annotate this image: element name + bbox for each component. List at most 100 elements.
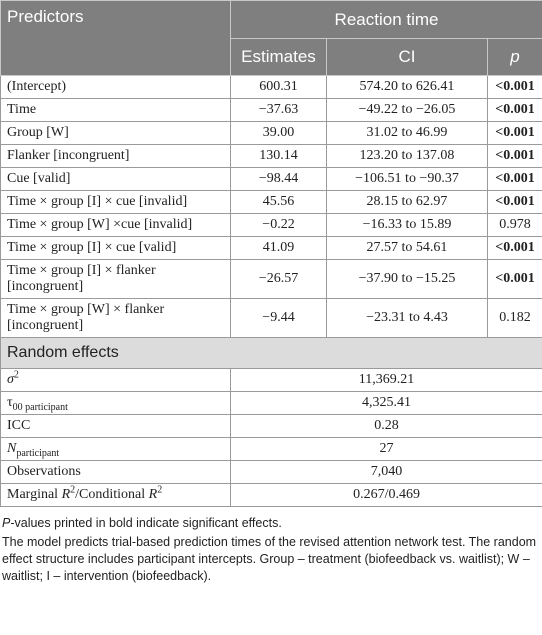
note: The model predicts trial-based predictio… xyxy=(2,534,540,585)
estimate-cell: 41.09 xyxy=(230,236,327,260)
table-row: Cue [valid] −98.44 −106.51 to −90.37 <0.001 xyxy=(0,167,542,191)
predictor-cell: Flanker [incongruent] xyxy=(0,144,231,168)
ci-cell: −23.31 to 4.43 xyxy=(326,298,488,338)
section-row: Random effects xyxy=(0,337,542,369)
text-segment: 2 xyxy=(70,484,76,496)
label-cell: Marginal R2/Conditional R2 xyxy=(0,483,231,507)
value-cell: 27 xyxy=(229,437,542,461)
value-cell: 7,040 xyxy=(229,460,542,484)
estimate-cell: 39.00 xyxy=(230,121,327,145)
p-cell: <0.001 xyxy=(486,167,542,191)
predictor-cell: Cue [valid] xyxy=(0,167,231,191)
p-cell: <0.001 xyxy=(486,121,542,145)
predictor-cell: Time × group [I] × cue [valid] xyxy=(0,236,231,260)
header-cell: p xyxy=(486,38,542,76)
p-cell: 0.978 xyxy=(486,213,542,237)
table-row: Time −37.63 −49.22 to −26.05 <0.001 xyxy=(0,98,542,122)
estimate-cell: −9.44 xyxy=(230,298,327,338)
text-segment: P xyxy=(2,516,11,530)
ci-cell: −16.33 to 15.89 xyxy=(326,213,488,237)
ci-cell: 123.20 to 137.08 xyxy=(326,144,488,168)
table-row: Time × group [W] × flanker [incongruent]… xyxy=(0,298,542,338)
text-segment: R xyxy=(61,487,71,502)
value-cell: 4,325.41 xyxy=(229,391,542,415)
section-title: Random effects xyxy=(0,337,542,369)
notes: P-values printed in bold indicate signif… xyxy=(0,507,542,585)
ci-cell: 31.02 to 46.99 xyxy=(326,121,488,145)
text-segment: 2 xyxy=(157,484,163,496)
header-cell: CI xyxy=(326,38,488,76)
text-segment: 2 xyxy=(13,369,19,381)
text-segment: N xyxy=(7,441,17,456)
table-row: τ00 participant 4,325.41 xyxy=(0,391,542,415)
text-segment: /Conditional xyxy=(75,487,149,502)
table-row: Marginal R2/Conditional R2 0.267/0.469 xyxy=(0,483,542,507)
table-row: Flanker [incongruent] 130.14 123.20 to 137… xyxy=(0,144,542,168)
p-cell: 0.182 xyxy=(486,298,542,338)
ci-cell: −49.22 to −26.05 xyxy=(326,98,488,122)
label-cell: τ00 participant xyxy=(0,391,231,415)
table-row: Group [W] 39.00 31.02 to 46.99 <0.001 xyxy=(0,121,542,145)
text-segment: R xyxy=(148,487,158,502)
table-row: Observations 7,040 xyxy=(0,460,542,484)
predictor-cell: Time × group [I] × cue [invalid] xyxy=(0,190,231,214)
text-segment: Estimates xyxy=(241,47,316,66)
value-cell: 0.267/0.469 xyxy=(229,483,542,507)
p-cell: <0.001 xyxy=(486,98,542,122)
p-cell: <0.001 xyxy=(486,190,542,214)
ci-cell: 574.20 to 626.41 xyxy=(326,75,488,99)
header-cell: Estimates xyxy=(230,38,327,76)
estimate-cell: −37.63 xyxy=(230,98,327,122)
predictor-cell: Time × group [W] ×cue [invalid] xyxy=(0,213,231,237)
label-cell: σ2 xyxy=(0,368,231,392)
label-cell: ICC xyxy=(0,414,231,438)
estimate-cell: 45.56 xyxy=(230,190,327,214)
text-segment: Observations xyxy=(7,464,81,479)
ci-cell: 27.57 to 54.61 xyxy=(326,236,488,260)
table-row: Time × group [I] × flanker [incongruent]… xyxy=(0,259,542,299)
results-table: Predictors Reaction time Estimates CI p (I… xyxy=(0,0,542,507)
predictor-cell: Time xyxy=(0,98,231,122)
text-segment: Marginal xyxy=(7,487,62,502)
ci-cell: −106.51 to −90.37 xyxy=(326,167,488,191)
p-cell: <0.001 xyxy=(486,259,542,299)
text-segment: σ xyxy=(7,372,14,387)
estimate-cell: 130.14 xyxy=(230,144,327,168)
predictor-cell: (Intercept) xyxy=(0,75,231,99)
text-segment: The model predicts trial-based predictio… xyxy=(2,535,537,583)
label-cell: Nparticipant xyxy=(0,437,231,461)
p-cell: <0.001 xyxy=(486,75,542,99)
note: P-values printed in bold indicate signif… xyxy=(2,515,540,532)
value-cell: 0.28 xyxy=(229,414,542,438)
estimate-cell: −26.57 xyxy=(230,259,327,299)
text-segment: CI xyxy=(398,47,416,66)
estimate-cell: 600.31 xyxy=(230,75,327,99)
header-cell: Predictors xyxy=(0,0,231,76)
text-segment: 00 participant xyxy=(12,401,68,413)
p-cell: <0.001 xyxy=(486,236,542,260)
text-segment: participant xyxy=(16,447,60,459)
ci-cell: −37.90 to −15.25 xyxy=(326,259,488,299)
predictor-cell: Time × group [I] × flanker [incongruent] xyxy=(0,259,231,299)
p-cell: <0.001 xyxy=(486,144,542,168)
text-segment: ICC xyxy=(7,418,31,433)
text-segment: -values printed in bold indicate signifi… xyxy=(10,516,282,530)
predictor-cell: Group [W] xyxy=(0,121,231,145)
estimate-cell: −0.22 xyxy=(230,213,327,237)
table-row: Nparticipant 27 xyxy=(0,437,542,461)
estimate-cell: −98.44 xyxy=(230,167,327,191)
ci-cell: 28.15 to 62.97 xyxy=(326,190,488,214)
text-segment: τ xyxy=(7,395,13,410)
header-cell: Reaction time xyxy=(229,0,542,39)
table-row: Time × group [I] × cue [invalid] 45.56 28.… xyxy=(0,190,542,214)
table-row: Time × group [I] × cue [valid] 41.09 27.57… xyxy=(0,236,542,260)
value-cell: 11,369.21 xyxy=(229,368,542,392)
text-segment: p xyxy=(510,47,520,66)
table-row: σ2 11,369.21 xyxy=(0,368,542,392)
table-row: ICC 0.28 xyxy=(0,414,542,438)
table-row: Time × group [W] ×cue [invalid] −0.22 −16.… xyxy=(0,213,542,237)
predictor-cell: Time × group [W] × flanker [incongruent] xyxy=(0,298,231,338)
label-cell: Observations xyxy=(0,460,231,484)
